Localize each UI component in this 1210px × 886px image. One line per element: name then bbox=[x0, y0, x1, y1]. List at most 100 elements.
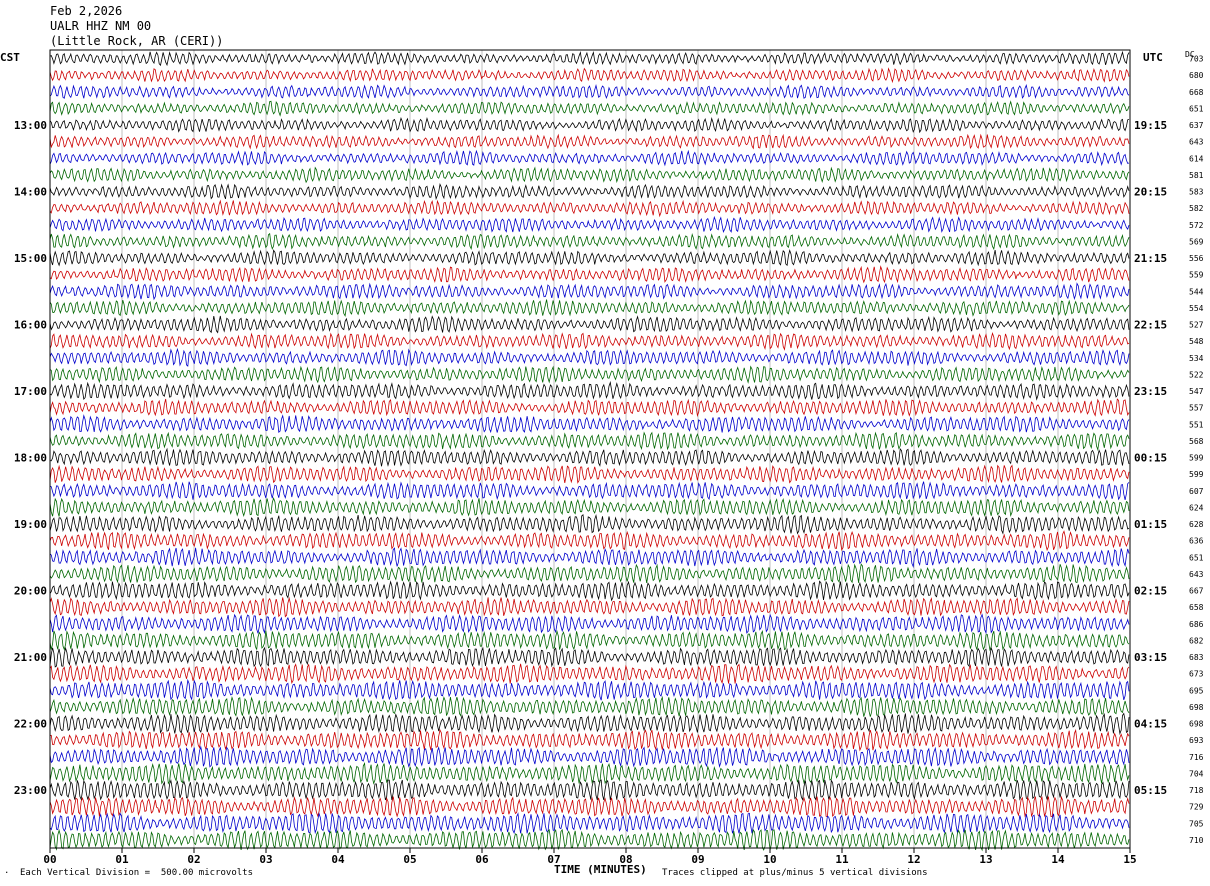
x-tick-label: 06 bbox=[475, 853, 489, 866]
dc-offset-label: 658 bbox=[1189, 603, 1204, 612]
seismic-trace bbox=[49, 646, 1130, 668]
dc-offset-label: 556 bbox=[1189, 254, 1204, 263]
right-hour-label: 01:15 bbox=[1134, 518, 1167, 531]
x-tick-label: 05 bbox=[403, 853, 416, 866]
right-hour-label: 04:15 bbox=[1134, 718, 1167, 731]
seismic-trace bbox=[49, 728, 1130, 752]
seismic-trace bbox=[49, 100, 1130, 117]
right-hour-label: 05:15 bbox=[1134, 784, 1167, 797]
seismic-trace bbox=[49, 712, 1130, 736]
dc-offset-label: 534 bbox=[1189, 354, 1204, 363]
plot-date: Feb 2,2026 bbox=[50, 4, 123, 18]
seismic-trace bbox=[49, 414, 1130, 434]
dc-offset-label: 581 bbox=[1189, 171, 1204, 180]
seismic-trace bbox=[49, 248, 1130, 267]
right-hour-label: 19:15 bbox=[1134, 119, 1167, 132]
dc-offset-label: 548 bbox=[1189, 337, 1204, 346]
left-timezone-label: CST bbox=[0, 51, 20, 64]
dc-offset-label: 716 bbox=[1189, 753, 1204, 762]
seismic-trace bbox=[49, 282, 1130, 301]
seismic-trace bbox=[49, 315, 1130, 334]
seismic-trace bbox=[49, 563, 1130, 584]
dc-offset-label: 667 bbox=[1189, 587, 1204, 596]
left-hour-label: 16:00 bbox=[14, 319, 47, 332]
seismic-trace bbox=[49, 464, 1130, 484]
dc-offset-label: 693 bbox=[1189, 736, 1204, 745]
dc-offset-label: 559 bbox=[1189, 271, 1204, 280]
dc-offset-label: 705 bbox=[1189, 819, 1204, 828]
dc-offset-label: 686 bbox=[1189, 620, 1204, 629]
seismic-trace bbox=[49, 83, 1130, 100]
right-hour-label: 00:15 bbox=[1134, 452, 1167, 465]
seismic-trace bbox=[49, 580, 1130, 602]
seismic-trace bbox=[49, 380, 1130, 401]
seismic-trace bbox=[49, 497, 1130, 517]
station-location: (Little Rock, AR (CERI)) bbox=[50, 34, 224, 48]
seismic-trace bbox=[49, 481, 1130, 501]
x-tick-label: 15 bbox=[1123, 853, 1136, 866]
dc-offset-label: 710 bbox=[1189, 836, 1204, 845]
dc-offset-label: 704 bbox=[1189, 769, 1204, 778]
dc-offset-label: 703 bbox=[1189, 55, 1204, 64]
seismic-trace bbox=[49, 828, 1130, 852]
dc-offset-label: 651 bbox=[1189, 104, 1204, 113]
right-hour-label: 22:15 bbox=[1134, 319, 1167, 332]
seismic-trace bbox=[49, 678, 1130, 701]
seismic-trace bbox=[49, 215, 1130, 234]
seismic-trace bbox=[49, 183, 1130, 201]
left-hour-label: 15:00 bbox=[14, 252, 47, 265]
seismic-trace bbox=[49, 199, 1130, 218]
dc-offset-label: 636 bbox=[1189, 537, 1204, 546]
left-hour-label: 22:00 bbox=[14, 718, 47, 731]
dc-offset-label: 599 bbox=[1189, 470, 1204, 479]
clip-note: Traces clipped at plus/minus 5 vertical … bbox=[662, 868, 928, 878]
seismic-trace bbox=[49, 149, 1130, 167]
seismic-trace bbox=[49, 431, 1130, 452]
right-hour-label: 02:15 bbox=[1134, 585, 1167, 598]
right-timezone-label: UTC bbox=[1143, 51, 1163, 64]
left-hour-label: 13:00 bbox=[14, 119, 47, 132]
dc-offset-header: DC bbox=[1185, 50, 1195, 59]
x-tick-label: 10 bbox=[763, 853, 776, 866]
dc-offset-label: 695 bbox=[1189, 686, 1204, 695]
dc-offset-label: 637 bbox=[1189, 121, 1204, 130]
seismic-trace bbox=[49, 116, 1130, 134]
dc-offset-label: 729 bbox=[1189, 803, 1204, 812]
x-tick-label: 13 bbox=[979, 853, 992, 866]
dc-offset-label: 557 bbox=[1189, 404, 1204, 413]
dc-offset-label: 569 bbox=[1189, 237, 1204, 246]
seismic-trace bbox=[49, 762, 1130, 785]
seismic-trace bbox=[49, 745, 1130, 768]
dc-offset-label: 643 bbox=[1189, 138, 1204, 147]
dc-offset-label: 628 bbox=[1189, 520, 1204, 529]
seismic-trace bbox=[49, 50, 1130, 67]
dc-offset-label: 522 bbox=[1189, 370, 1204, 379]
seismic-trace bbox=[49, 613, 1130, 635]
left-hour-label: 14:00 bbox=[14, 186, 47, 199]
seismic-trace bbox=[49, 447, 1130, 467]
seismic-trace bbox=[49, 629, 1130, 652]
x-tick-label: 11 bbox=[835, 853, 849, 866]
dc-offset-label: 680 bbox=[1189, 71, 1204, 80]
seismic-trace bbox=[49, 795, 1130, 818]
seismic-trace bbox=[49, 513, 1130, 535]
right-hour-label: 03:15 bbox=[1134, 651, 1167, 664]
dc-offset-label: 568 bbox=[1189, 437, 1204, 446]
dc-offset-label: 673 bbox=[1189, 670, 1204, 679]
left-hour-label: 19:00 bbox=[14, 518, 47, 531]
dc-offset-label: 572 bbox=[1189, 221, 1204, 230]
seismic-trace bbox=[49, 166, 1130, 184]
x-tick-label: 02 bbox=[187, 853, 200, 866]
x-tick-label: 04 bbox=[331, 853, 345, 866]
seismic-trace bbox=[49, 547, 1130, 569]
seismic-trace bbox=[49, 695, 1130, 717]
seismic-trace bbox=[49, 265, 1130, 284]
dc-offset-label: 698 bbox=[1189, 720, 1204, 729]
scale-note: Each Vertical Division = 500.00 microvol… bbox=[20, 868, 253, 878]
seismic-trace bbox=[49, 530, 1130, 552]
left-hour-label: 17:00 bbox=[14, 385, 47, 398]
seismic-trace bbox=[49, 812, 1130, 835]
dc-offset-label: 683 bbox=[1189, 653, 1204, 662]
dc-offset-label: 682 bbox=[1189, 636, 1204, 645]
